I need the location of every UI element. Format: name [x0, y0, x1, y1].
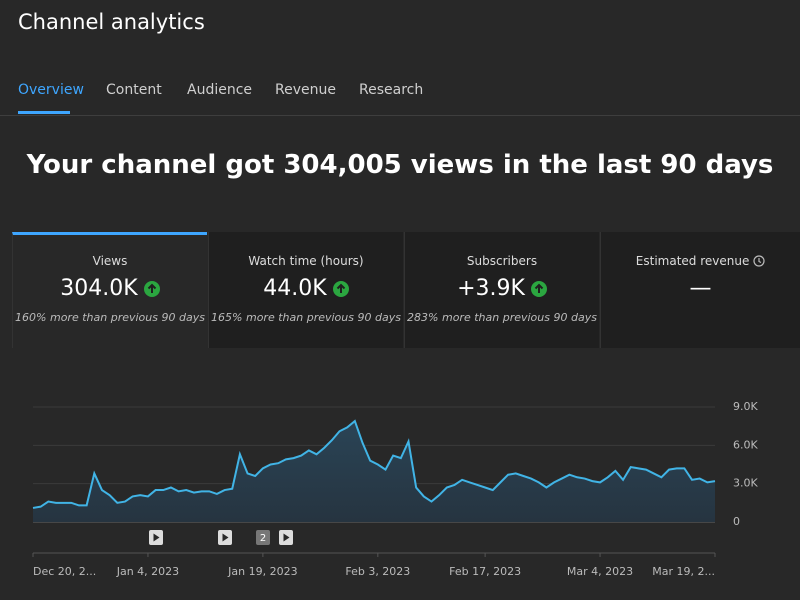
y-tick-label: 0 [733, 515, 740, 528]
metric-change: 283% more than previous 90 days [407, 311, 597, 324]
tab-indicator [18, 111, 70, 114]
line [32, 419, 716, 509]
metric-value-text: 44.0K [263, 276, 327, 301]
area-fill [33, 421, 715, 522]
metric-value-text: +3.9K [457, 276, 525, 301]
metric-value: 304.0K [13, 276, 207, 301]
metric-label: Subscribers [466, 254, 538, 268]
metric-change: 160% more than previous 90 days [15, 311, 205, 324]
up-icon [530, 281, 547, 297]
event-marker-icon [222, 533, 229, 542]
metric-value: — [689, 276, 712, 301]
up-icon [143, 281, 160, 297]
x-tick-label: Feb 3, 2023 [345, 565, 410, 578]
clock-icon [753, 255, 765, 267]
metric-cards: Views 304.0K 160% more than previous 90 … [12, 232, 800, 348]
event-marker-icon [153, 533, 160, 542]
metric-label: Estimated revenue [601, 254, 800, 268]
metric-label: Views [92, 254, 128, 268]
x-tick-label: Mar 19, 2... [652, 565, 715, 578]
y-tick-label: 6.0K [733, 438, 758, 451]
up-icon [332, 281, 349, 297]
y-tick-label: 3.0K [733, 477, 758, 490]
header: Channel analytics Overview Content Audie… [0, 0, 800, 116]
metric-label: Watch time (hours) [248, 254, 364, 268]
metric-value: +3.9K [405, 276, 599, 301]
metric-value: 44.0K [209, 276, 403, 301]
metric-card[interactable]: Subscribers +3.9K 283% more than previou… [404, 232, 599, 348]
x-tick-label: Jan 19, 2023 [227, 565, 297, 578]
event-marker-icon [283, 533, 290, 542]
page-title: Channel analytics [18, 10, 205, 34]
event-count: 2 [260, 533, 266, 544]
metric-change: 165% more than previous 90 days [211, 311, 401, 324]
headline: Your channel got 304,005 views in the la… [26, 150, 774, 180]
metric-card[interactable]: Watch time (hours) 44.0K 165% more than … [208, 232, 403, 348]
x-tick-label: Mar 4, 2023 [567, 565, 633, 578]
x-tick-label: Feb 17, 2023 [449, 565, 521, 578]
x-tick-label: Jan 4, 2023 [116, 565, 179, 578]
metric-card[interactable]: Estimated revenue — [600, 232, 800, 348]
tab[interactable]: Content [106, 82, 162, 98]
metric-value-text: 304.0K [60, 276, 138, 301]
tab[interactable]: Research [359, 82, 424, 98]
y-tick-label: 9.0K [733, 400, 758, 413]
metric-card[interactable]: Views 304.0K 160% more than previous 90 … [12, 232, 207, 348]
event-group [256, 530, 270, 545]
x-tick-label: Dec 20, 2... [33, 565, 96, 578]
tab[interactable]: Audience [187, 82, 253, 98]
tab[interactable]: Overview [18, 82, 84, 98]
chart: 0 3.0K 6.0K 9.0K Dec 20, 2... Jan 4, 2023 Jan … [32, 400, 758, 578]
tab[interactable]: Revenue [275, 82, 336, 98]
metric-label-text: Estimated revenue [635, 254, 750, 268]
